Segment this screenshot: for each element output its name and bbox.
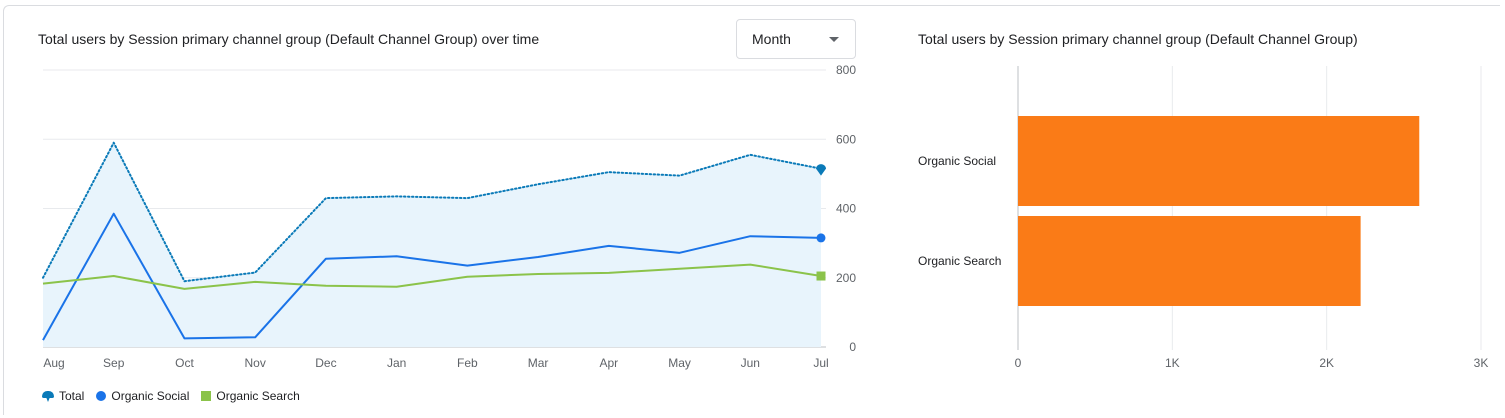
line-x-tick-label: Sep xyxy=(103,356,125,370)
series-total-line xyxy=(42,141,822,283)
line-chart-title: Total users by Session primary channel g… xyxy=(38,31,540,47)
legend-label-total: Total xyxy=(59,389,85,403)
time-granularity-dropdown[interactable]: Month xyxy=(736,19,856,59)
line-y-tick-label: 0 xyxy=(849,340,856,354)
line-x-tick-label: Jan xyxy=(387,356,406,370)
series-organic-social-end-marker xyxy=(816,233,826,243)
bar-category-label: Organic Search xyxy=(918,254,1001,268)
report-card xyxy=(3,5,1500,415)
bar-category-label: Organic Social xyxy=(918,154,996,168)
legend-label-organic-social: Organic Social xyxy=(111,389,190,403)
line-y-tick-label: 400 xyxy=(836,202,856,216)
line-x-tick-label: May xyxy=(668,356,691,370)
line-chart-legend: Total Organic Social Organic Search xyxy=(42,389,300,403)
series-organic-search-end-marker xyxy=(816,271,826,281)
series-organic-social-line xyxy=(42,212,822,341)
line-x-tick-label: Dec xyxy=(315,356,336,370)
bar-x-tick-label: 2K xyxy=(1319,356,1334,370)
line-x-tick-label: Nov xyxy=(245,356,266,370)
series-total-end-marker xyxy=(816,164,826,176)
line-x-tick-label: Oct xyxy=(175,356,194,370)
series-total-area xyxy=(43,142,821,347)
line-y-tick-label: 800 xyxy=(836,63,856,77)
line-x-tick-label: Mar xyxy=(528,356,549,370)
square-marker-icon xyxy=(201,391,212,401)
bar-organic-search xyxy=(1018,216,1361,306)
line-y-tick-label: 600 xyxy=(836,132,856,146)
line-x-tick-label: Feb xyxy=(457,356,478,370)
bar-chart-title: Total users by Session primary channel g… xyxy=(918,31,1358,47)
legend-item-organic-search[interactable]: Organic Search xyxy=(201,389,300,403)
line-x-tick-label: Apr xyxy=(599,356,618,370)
bar-x-tick-label: 3K xyxy=(1474,356,1489,370)
bar-x-tick-label: 0 xyxy=(1015,356,1022,370)
line-x-tick-label: Aug xyxy=(43,356,64,370)
dropdown-value: Month xyxy=(752,31,791,47)
series-organic-search-line xyxy=(42,263,822,290)
pin-marker-icon xyxy=(42,391,54,402)
line-x-tick-label: Jun xyxy=(741,356,760,370)
bar-x-tick-label: 1K xyxy=(1165,356,1180,370)
line-y-tick-label: 200 xyxy=(836,271,856,285)
line-x-tick-label: Jul xyxy=(813,356,828,370)
circle-marker-icon xyxy=(96,391,107,401)
bar-organic-social xyxy=(1018,116,1420,206)
legend-item-total[interactable]: Total xyxy=(42,389,84,403)
legend-label-organic-search: Organic Search xyxy=(216,389,300,403)
chevron-down-icon xyxy=(829,37,839,42)
legend-item-organic-social[interactable]: Organic Social xyxy=(96,389,189,403)
